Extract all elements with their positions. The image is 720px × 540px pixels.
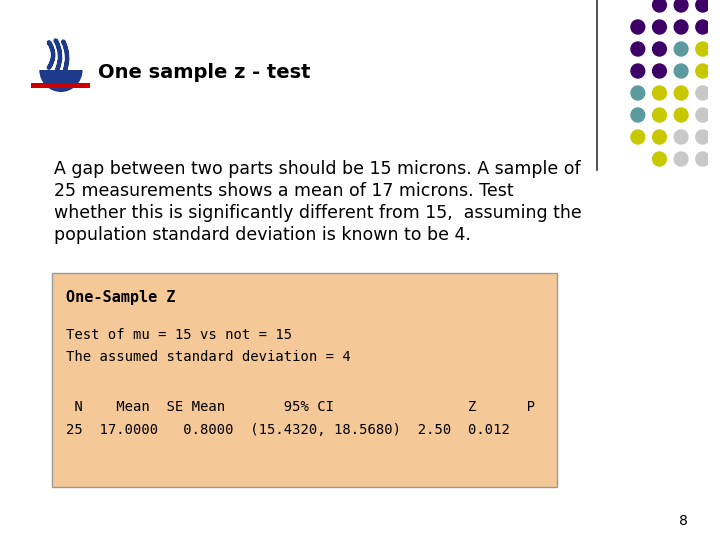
Circle shape bbox=[652, 108, 666, 122]
Circle shape bbox=[696, 86, 710, 100]
FancyArrowPatch shape bbox=[49, 42, 53, 68]
Circle shape bbox=[674, 42, 688, 56]
Text: whether this is significantly different from 15,  assuming the: whether this is significantly different … bbox=[54, 204, 582, 222]
Circle shape bbox=[696, 108, 710, 122]
Circle shape bbox=[652, 64, 666, 78]
Circle shape bbox=[696, 64, 710, 78]
Text: 8: 8 bbox=[679, 514, 688, 528]
FancyArrowPatch shape bbox=[55, 40, 60, 70]
Circle shape bbox=[631, 130, 644, 144]
Circle shape bbox=[674, 20, 688, 34]
FancyArrowPatch shape bbox=[63, 42, 68, 70]
Text: Test of mu = 15 vs not = 15: Test of mu = 15 vs not = 15 bbox=[66, 328, 292, 342]
Circle shape bbox=[631, 20, 644, 34]
Circle shape bbox=[652, 86, 666, 100]
Circle shape bbox=[631, 64, 644, 78]
Circle shape bbox=[631, 108, 644, 122]
Circle shape bbox=[652, 130, 666, 144]
Text: population standard deviation is known to be 4.: population standard deviation is known t… bbox=[54, 226, 471, 244]
Text: One-Sample Z: One-Sample Z bbox=[66, 290, 176, 305]
Circle shape bbox=[696, 130, 710, 144]
Circle shape bbox=[652, 152, 666, 166]
Circle shape bbox=[631, 42, 644, 56]
Text: A gap between two parts should be 15 microns. A sample of: A gap between two parts should be 15 mic… bbox=[54, 160, 580, 178]
Circle shape bbox=[696, 152, 710, 166]
Wedge shape bbox=[40, 70, 83, 92]
FancyBboxPatch shape bbox=[32, 83, 91, 88]
Text: 25 measurements shows a mean of 17 microns. Test: 25 measurements shows a mean of 17 micro… bbox=[54, 182, 513, 200]
Circle shape bbox=[674, 152, 688, 166]
Text: N    Mean  SE Mean       95% CI                Z      P: N Mean SE Mean 95% CI Z P bbox=[66, 400, 535, 414]
Circle shape bbox=[674, 64, 688, 78]
Circle shape bbox=[696, 20, 710, 34]
Circle shape bbox=[652, 20, 666, 34]
Circle shape bbox=[696, 0, 710, 12]
Circle shape bbox=[652, 42, 666, 56]
Circle shape bbox=[674, 0, 688, 12]
Text: 25  17.0000   0.8000  (15.4320, 18.5680)  2.50  0.012: 25 17.0000 0.8000 (15.4320, 18.5680) 2.5… bbox=[66, 423, 510, 437]
Circle shape bbox=[674, 108, 688, 122]
Text: One sample z - test: One sample z - test bbox=[99, 63, 311, 82]
Circle shape bbox=[631, 86, 644, 100]
Text: The assumed standard deviation = 4: The assumed standard deviation = 4 bbox=[66, 350, 351, 364]
Circle shape bbox=[674, 130, 688, 144]
FancyBboxPatch shape bbox=[52, 273, 557, 487]
Circle shape bbox=[674, 86, 688, 100]
Circle shape bbox=[652, 0, 666, 12]
Circle shape bbox=[696, 42, 710, 56]
